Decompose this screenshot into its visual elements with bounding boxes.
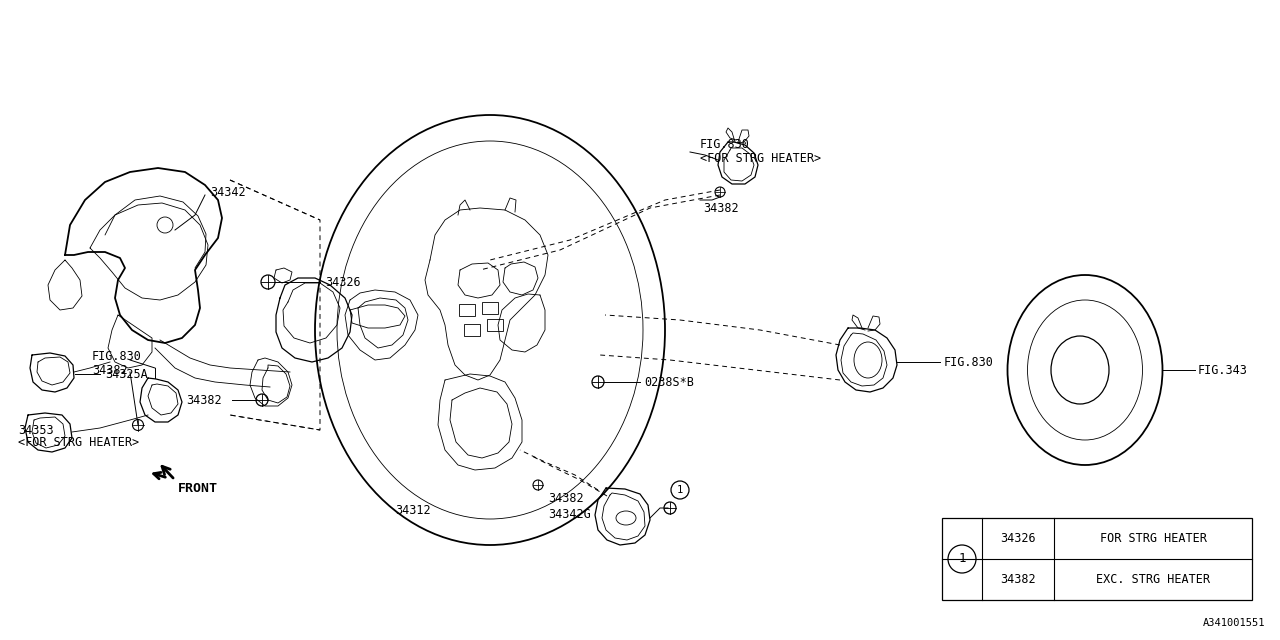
Text: A341001551: A341001551 xyxy=(1202,618,1265,628)
Text: 34382: 34382 xyxy=(92,364,128,376)
Text: 34382: 34382 xyxy=(703,202,739,214)
Text: 34325A: 34325A xyxy=(105,367,147,381)
Ellipse shape xyxy=(1051,336,1108,404)
Text: FOR STRG HEATER: FOR STRG HEATER xyxy=(1100,532,1207,545)
Text: 34326: 34326 xyxy=(1000,532,1036,545)
Bar xyxy=(465,324,480,336)
Text: 0238S*B: 0238S*B xyxy=(644,376,694,388)
Text: FIG.830: FIG.830 xyxy=(945,355,993,369)
Text: 34382: 34382 xyxy=(1000,573,1036,586)
Bar xyxy=(942,518,1252,600)
Text: 34353: 34353 xyxy=(18,424,54,436)
Text: 1: 1 xyxy=(677,485,684,495)
Text: <FOR STRG HEATER>: <FOR STRG HEATER> xyxy=(18,436,140,449)
Text: 34382: 34382 xyxy=(548,492,584,504)
Text: FIG.830: FIG.830 xyxy=(700,138,750,152)
Text: 1: 1 xyxy=(959,552,965,566)
Text: 34312: 34312 xyxy=(396,504,430,516)
Text: 34326: 34326 xyxy=(325,275,361,289)
Bar xyxy=(483,302,498,314)
Text: FIG.830: FIG.830 xyxy=(92,351,142,364)
Text: 34342G: 34342G xyxy=(548,509,591,522)
Text: FIG.343: FIG.343 xyxy=(1198,364,1248,376)
Text: 34342: 34342 xyxy=(210,186,246,198)
Bar xyxy=(486,319,503,331)
Text: 34382: 34382 xyxy=(187,394,221,406)
Text: FRONT: FRONT xyxy=(178,481,218,495)
Text: <FOR STRG HEATER>: <FOR STRG HEATER> xyxy=(700,152,822,164)
Bar xyxy=(460,304,475,316)
Text: EXC. STRG HEATER: EXC. STRG HEATER xyxy=(1096,573,1210,586)
